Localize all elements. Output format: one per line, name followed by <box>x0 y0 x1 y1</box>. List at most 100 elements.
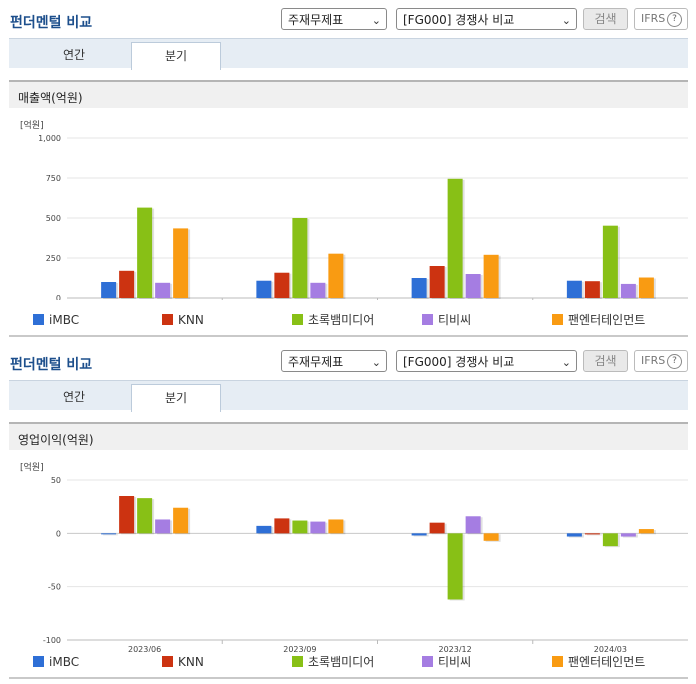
bar-imbc-2024-03 <box>566 533 582 537</box>
bar-fan-2023-09 <box>328 519 344 534</box>
section-title: 매출액(억원) <box>18 91 83 105</box>
bar-knn-2023-06 <box>119 496 135 534</box>
bar-imbc-2023-09 <box>256 280 272 298</box>
bar-imbc-2023-06 <box>101 282 117 298</box>
legend-swatch <box>162 656 173 667</box>
chart-legend: iMBC KNN 초록뱀미디어 티비씨 팬엔터테인먼트 <box>9 654 688 670</box>
ifrs-button[interactable]: IFRS ? <box>634 8 688 30</box>
bar-chorok-2024-03 <box>602 533 618 547</box>
section-title: 영업이익(억원) <box>18 433 94 447</box>
statement-select-value: 주재무제표 <box>288 13 344 27</box>
legend-label: 초록뱀미디어 <box>308 313 375 327</box>
comparison-select-value: [FG000] 경쟁사 비교 <box>403 355 515 369</box>
legend-label: KNN <box>178 313 204 327</box>
legend-label: iMBC <box>49 313 80 327</box>
bar-knn-2023-06 <box>119 270 135 298</box>
section-header: 영업이익(억원) <box>9 422 688 450</box>
tab-quarterly[interactable]: 분기 <box>131 42 221 70</box>
comparison-select-value: [FG000] 경쟁사 비교 <box>403 13 515 27</box>
statement-select[interactable]: 주재무제표 ⌄ <box>281 8 387 30</box>
bar-imbc-2023-09 <box>256 525 272 534</box>
bar-chorok-2023-12 <box>447 533 463 600</box>
panel-divider <box>9 335 688 337</box>
tab-annual[interactable]: 연간 <box>62 48 86 62</box>
legend-swatch <box>552 314 563 325</box>
bar-fan-2024-03 <box>638 529 654 534</box>
y-tick-label: 0 <box>56 294 61 300</box>
fundamental-panel-sales: 펀더멘털 비교 주재무제표 ⌄ [FG000] 경쟁사 비교 ⌄ 검색 IFRS… <box>9 8 688 337</box>
legend-item-imbc[interactable]: iMBC <box>33 654 79 670</box>
y-tick-label: 1,000 <box>38 134 61 143</box>
section-header: 매출액(억원) <box>9 80 688 108</box>
bar-chorok-2023-06 <box>137 207 153 298</box>
legend-item-chorok[interactable]: 초록뱀미디어 <box>292 654 374 670</box>
help-icon[interactable]: ? <box>667 12 682 27</box>
bar-tbc-2024-03 <box>620 533 636 537</box>
chevron-down-icon: ⌄ <box>371 14 381 27</box>
bar-tbc-2023-12 <box>465 516 481 534</box>
panel-divider <box>9 677 688 679</box>
bar-chorok-2024-03 <box>602 225 618 298</box>
bar-imbc-2023-06 <box>101 533 117 535</box>
legend-swatch <box>162 314 173 325</box>
legend-label: 팬엔터테인먼트 <box>568 655 646 669</box>
legend-item-chorok[interactable]: 초록뱀미디어 <box>292 312 374 328</box>
bar-fan-2023-06 <box>173 507 189 534</box>
legend-swatch <box>292 314 303 325</box>
legend-label: 팬엔터테인먼트 <box>568 313 646 327</box>
bar-knn-2024-03 <box>584 281 600 298</box>
legend-label: 초록뱀미디어 <box>308 655 375 669</box>
bar-imbc-2023-12 <box>411 533 427 536</box>
bar-chorok-2023-12 <box>447 178 463 298</box>
comparison-select[interactable]: [FG000] 경쟁사 비교 ⌄ <box>396 350 577 372</box>
legend-label: KNN <box>178 655 204 669</box>
panel-title: 펀더멘털 비교 <box>10 15 93 31</box>
x-tick-label: 2023/09 <box>283 645 316 652</box>
statement-select[interactable]: 주재무제표 ⌄ <box>281 350 387 372</box>
chevron-down-icon: ⌄ <box>561 356 571 369</box>
legend-swatch <box>552 656 563 667</box>
y-tick-label: 750 <box>46 174 61 183</box>
ifrs-button[interactable]: IFRS ? <box>634 350 688 372</box>
statement-select-value: 주재무제표 <box>288 355 344 369</box>
legend-item-fan[interactable]: 팬엔터테인먼트 <box>552 654 645 670</box>
legend-item-tbc[interactable]: 티비씨 <box>422 312 471 328</box>
legend-label: 티비씨 <box>438 655 472 669</box>
tab-annual[interactable]: 연간 <box>62 390 86 404</box>
bar-tbc-2023-09 <box>310 282 326 298</box>
legend-label: 티비씨 <box>438 313 472 327</box>
bar-fan-2023-12 <box>483 254 499 298</box>
chevron-down-icon: ⌄ <box>561 14 571 27</box>
legend-swatch <box>422 656 433 667</box>
legend-item-knn[interactable]: KNN <box>162 312 204 328</box>
legend-item-knn[interactable]: KNN <box>162 654 204 670</box>
legend-item-tbc[interactable]: 티비씨 <box>422 654 471 670</box>
bar-tbc-2023-06 <box>155 282 171 298</box>
chevron-down-icon: ⌄ <box>371 356 381 369</box>
legend-swatch <box>33 314 44 325</box>
y-tick-label: -50 <box>48 583 61 592</box>
search-button[interactable]: 검색 <box>583 350 628 372</box>
bar-chorok-2023-09 <box>292 520 308 534</box>
tab-quarterly[interactable]: 분기 <box>131 384 221 412</box>
legend-item-imbc[interactable]: iMBC <box>33 312 79 328</box>
operating-profit-bar-chart: -100 -50 0 50 2023/06 2023/09 2023/12 2024/03 <box>43 476 688 652</box>
sales-bar-chart: 02505007501,0002023/062023/092023/122024… <box>38 134 688 300</box>
bar-tbc-2024-03 <box>620 283 636 298</box>
chart-unit-label: [억원] <box>20 463 44 473</box>
legend-item-fan[interactable]: 팬엔터테인먼트 <box>552 312 645 328</box>
bar-fan-2023-09 <box>328 253 344 298</box>
ifrs-label: IFRS <box>641 354 666 367</box>
y-tick-label: 50 <box>51 476 61 485</box>
fundamental-panel-operating-profit: 펀더멘털 비교 주재무제표 ⌄ [FG000] 경쟁사 비교 ⌄ 검색 IFRS… <box>0 342 696 684</box>
y-tick-label: -100 <box>43 636 61 645</box>
bar-tbc-2023-06 <box>155 519 171 534</box>
comparison-select[interactable]: [FG000] 경쟁사 비교 ⌄ <box>396 8 577 30</box>
help-icon[interactable]: ? <box>667 354 682 369</box>
legend-swatch <box>422 314 433 325</box>
bar-shadow <box>103 534 119 536</box>
panel-title: 펀더멘털 비교 <box>10 357 93 373</box>
bar-knn-2023-09 <box>274 272 290 298</box>
search-button[interactable]: 검색 <box>583 8 628 30</box>
panel-header: 펀더멘털 비교 주재무제표 ⌄ [FG000] 경쟁사 비교 ⌄ 검색 IFRS… <box>0 342 696 380</box>
